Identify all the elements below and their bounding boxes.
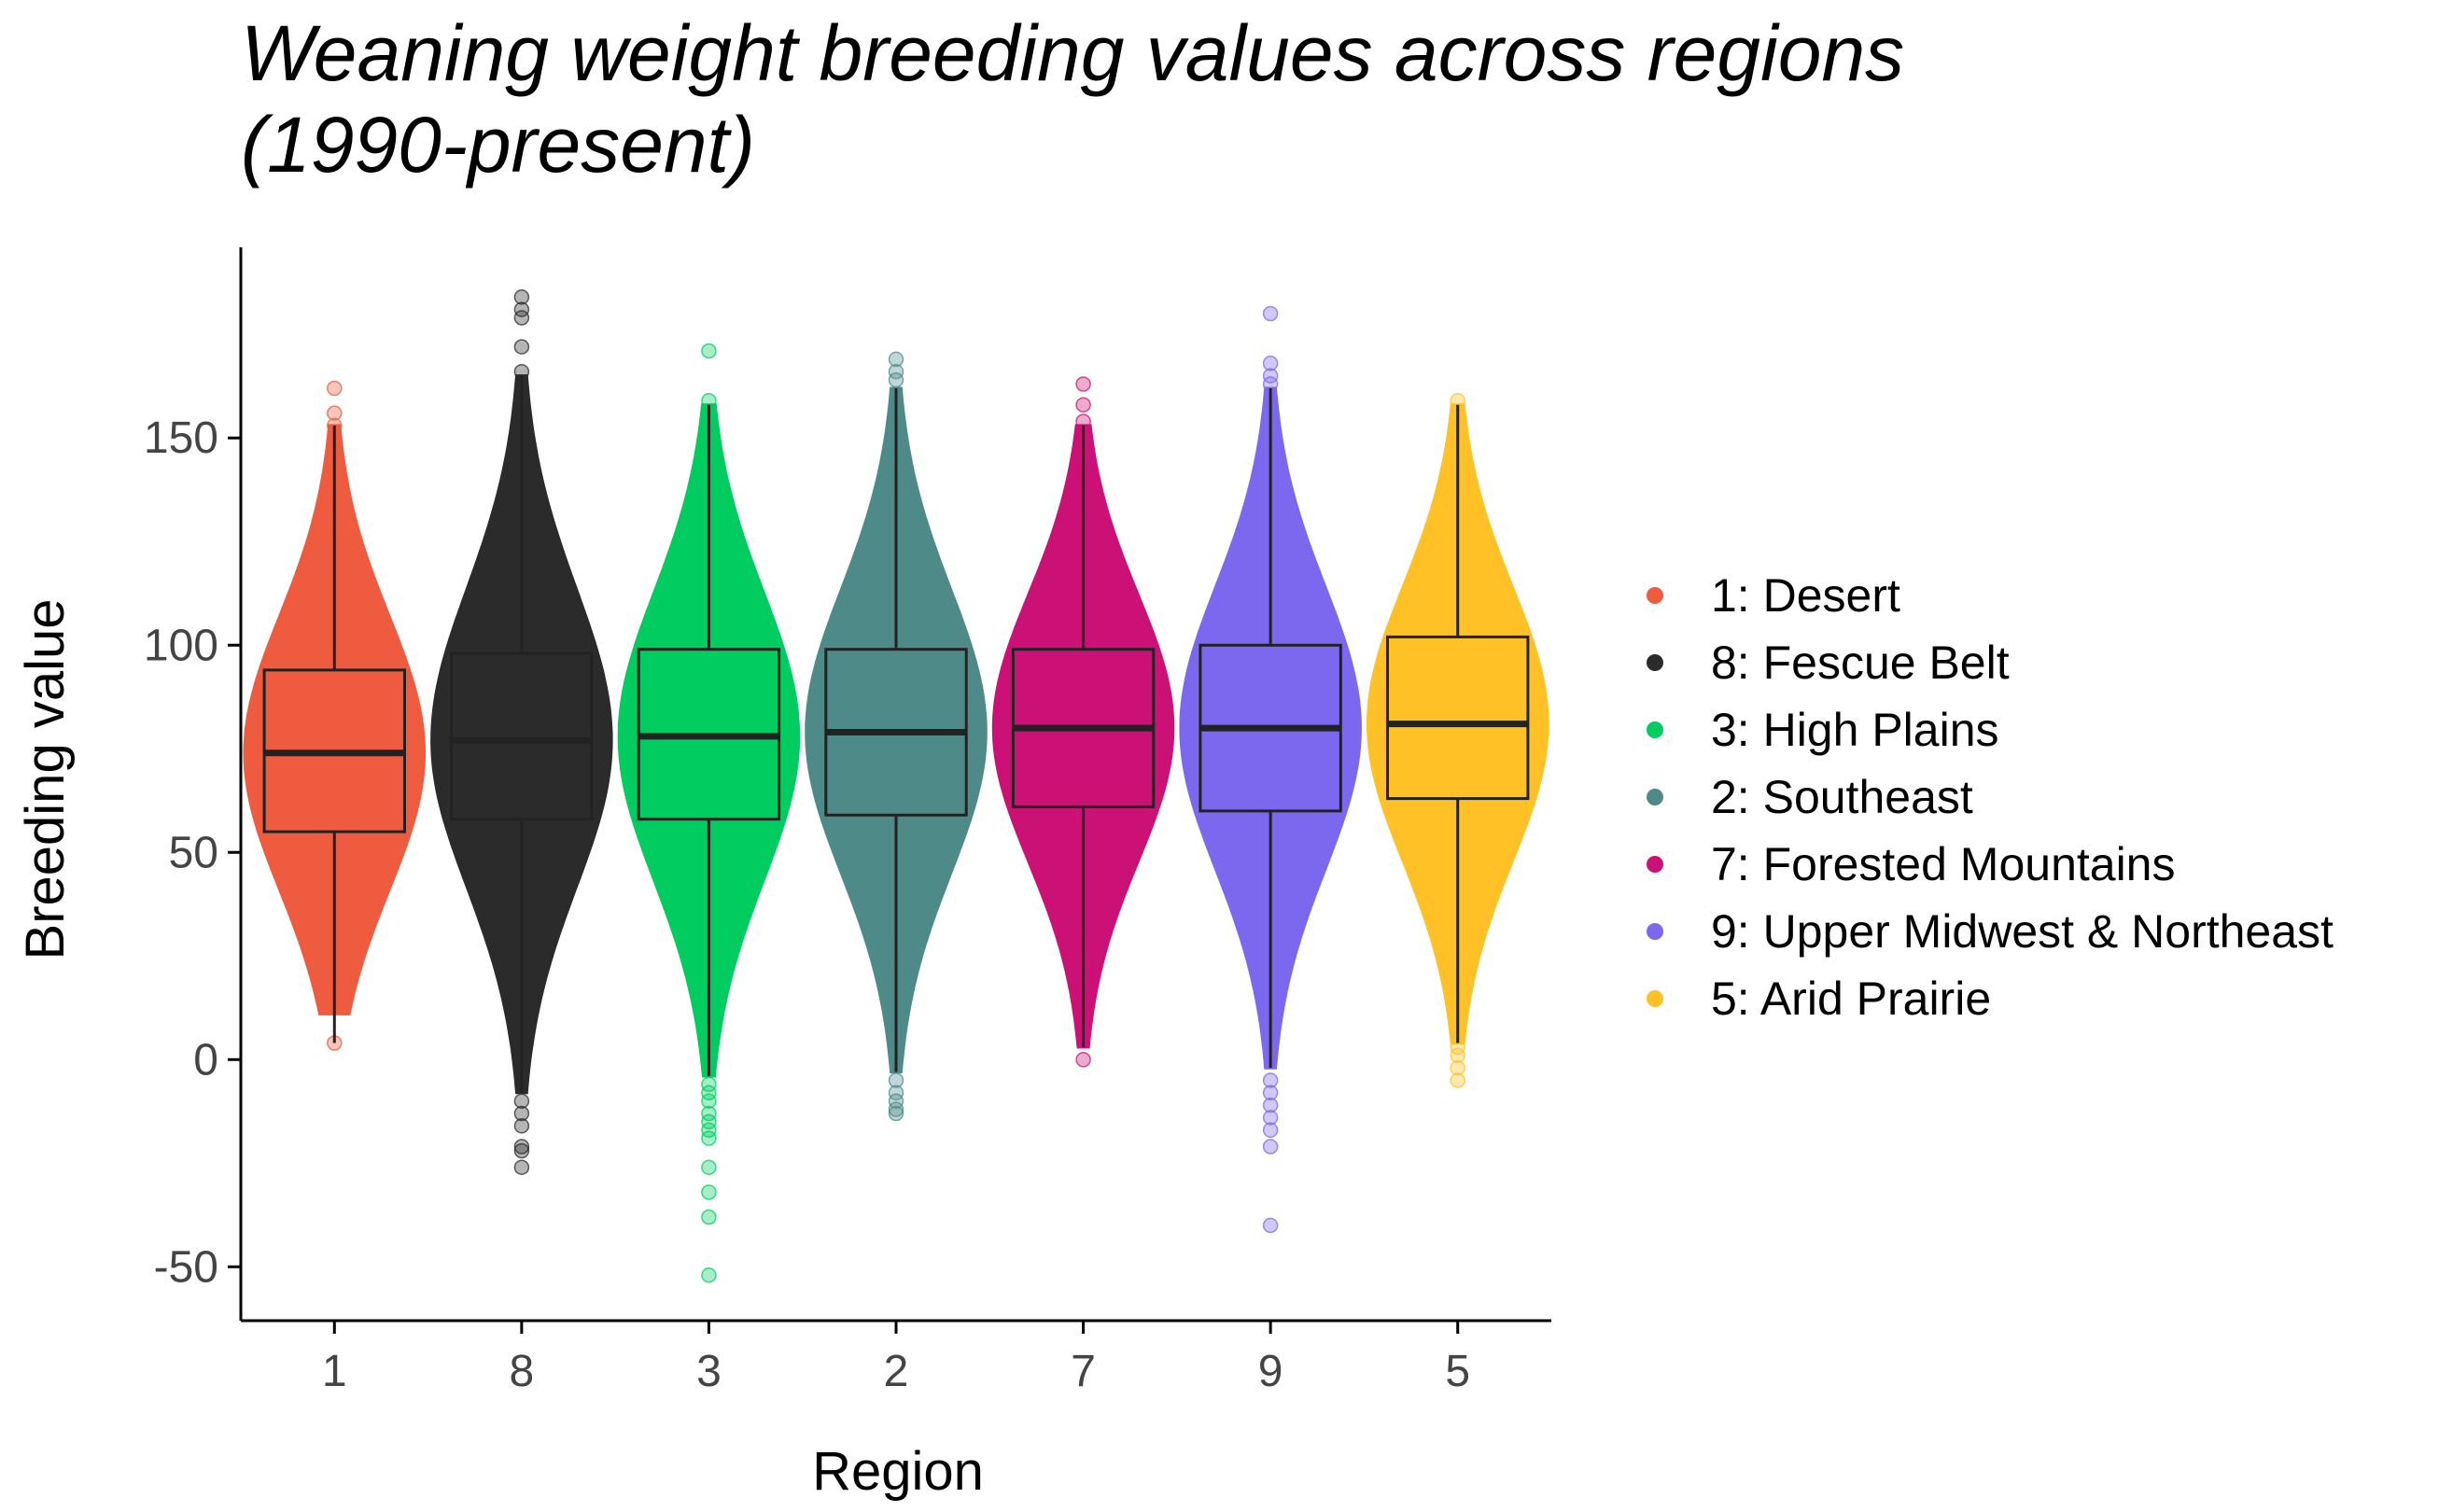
x-axis-title: Region	[812, 1441, 984, 1502]
legend-key	[1647, 856, 1663, 873]
outlier-point	[1262, 1122, 1279, 1139]
outlier-point	[701, 1209, 717, 1225]
outlier-point	[701, 343, 717, 359]
legend-key	[1647, 923, 1663, 940]
box-iqr	[1386, 635, 1530, 801]
outlier-point	[701, 1130, 717, 1146]
outlier-point	[701, 1076, 717, 1093]
violin-7	[991, 424, 1175, 1049]
x-tick-label: 3	[696, 1347, 722, 1396]
outlier-point	[513, 1105, 530, 1122]
outlier-point	[701, 1184, 717, 1200]
legend: 1: Desert 8: Fescue Belt 3: High Plains 2: …	[1647, 569, 2334, 1025]
outlier-point	[1262, 1110, 1279, 1126]
outlier-point	[1262, 368, 1279, 384]
outlier-point	[327, 405, 343, 421]
outlier-point	[1450, 1059, 1465, 1076]
outlier-point	[1262, 1097, 1279, 1113]
chart-subtitle-line: (1990-present)	[241, 101, 755, 189]
outlier-point	[513, 310, 530, 326]
x-tick-label: 2	[884, 1347, 909, 1396]
outlier-point	[1262, 1217, 1279, 1234]
outlier-point	[513, 1093, 530, 1109]
y-tick-label: 100	[144, 621, 218, 670]
legend-key	[1647, 990, 1663, 1007]
legend-label: 9: Upper Midwest & Northeast	[1711, 905, 2334, 958]
outlier-point	[1450, 1047, 1465, 1064]
outlier-point	[513, 339, 530, 355]
outlier-point	[513, 301, 530, 317]
violin-1	[243, 424, 427, 1015]
outlier-point	[888, 1072, 904, 1088]
y-axis-title: Breeding value	[15, 599, 76, 960]
x-tick-label: 7	[1071, 1347, 1096, 1396]
outlier-point	[513, 1118, 530, 1134]
outlier-point	[888, 351, 904, 368]
axes-layer: 1 8 3 2 7 9 5 -50 0 50 100 150	[144, 247, 1551, 1396]
legend-key	[1647, 721, 1663, 738]
outlier-point	[1075, 1052, 1091, 1068]
legend-key	[1647, 587, 1663, 604]
legend-label: 5: Arid Prairie	[1711, 973, 1991, 1025]
box-iqr	[450, 651, 594, 821]
chart-title-line: Weaning weight breeding values across re…	[241, 9, 1905, 97]
legend-label: 2: Southeast	[1711, 771, 1973, 823]
outliers-layer	[327, 289, 1465, 1283]
outlier-point	[701, 1159, 717, 1175]
outlier-point	[1262, 305, 1279, 322]
outlier-point	[513, 289, 530, 305]
boxplots-layer	[262, 375, 1530, 1093]
outlier-point	[327, 380, 343, 397]
legend-label: 7: Forested Mountains	[1711, 838, 2176, 890]
outlier-point	[1262, 1139, 1279, 1155]
legend-label: 8: Fescue Belt	[1711, 637, 2010, 689]
outlier-point	[701, 1085, 717, 1101]
legend-label: 3: High Plains	[1711, 704, 1999, 756]
outlier-point	[701, 1113, 717, 1130]
outlier-point	[1262, 1072, 1279, 1088]
outlier-point	[701, 1267, 717, 1283]
outlier-point	[888, 1101, 904, 1117]
y-tick-label: -50	[154, 1242, 218, 1292]
outlier-point	[888, 1105, 904, 1122]
legend-label: 1: Desert	[1711, 569, 1900, 622]
outlier-point	[1262, 356, 1279, 371]
outlier-point	[888, 1085, 904, 1101]
legend-key	[1647, 654, 1663, 671]
y-tick-label: 50	[169, 828, 218, 877]
chart-title: Weaning weight breeding values across re…	[241, 7, 1904, 190]
outlier-point	[888, 1093, 904, 1109]
y-tick-label: 0	[193, 1035, 218, 1085]
outlier-point	[1075, 376, 1091, 392]
y-tick-label: 150	[144, 413, 218, 463]
outlier-point	[513, 1159, 530, 1175]
legend-key	[1647, 789, 1663, 805]
outlier-point	[701, 1105, 717, 1122]
outlier-point	[701, 1093, 717, 1109]
x-tick-label: 8	[510, 1347, 535, 1396]
outlier-point	[1262, 1085, 1279, 1101]
outlier-point	[1075, 397, 1091, 413]
x-tick-label: 1	[322, 1347, 347, 1396]
outlier-point	[888, 363, 904, 380]
outlier-point	[888, 371, 904, 388]
outlier-point	[513, 1139, 530, 1155]
x-tick-label: 5	[1445, 1347, 1470, 1396]
outlier-point	[701, 1122, 717, 1139]
x-tick-label: 9	[1258, 1347, 1283, 1396]
outlier-point	[1450, 1072, 1465, 1088]
outlier-point	[513, 1142, 530, 1159]
